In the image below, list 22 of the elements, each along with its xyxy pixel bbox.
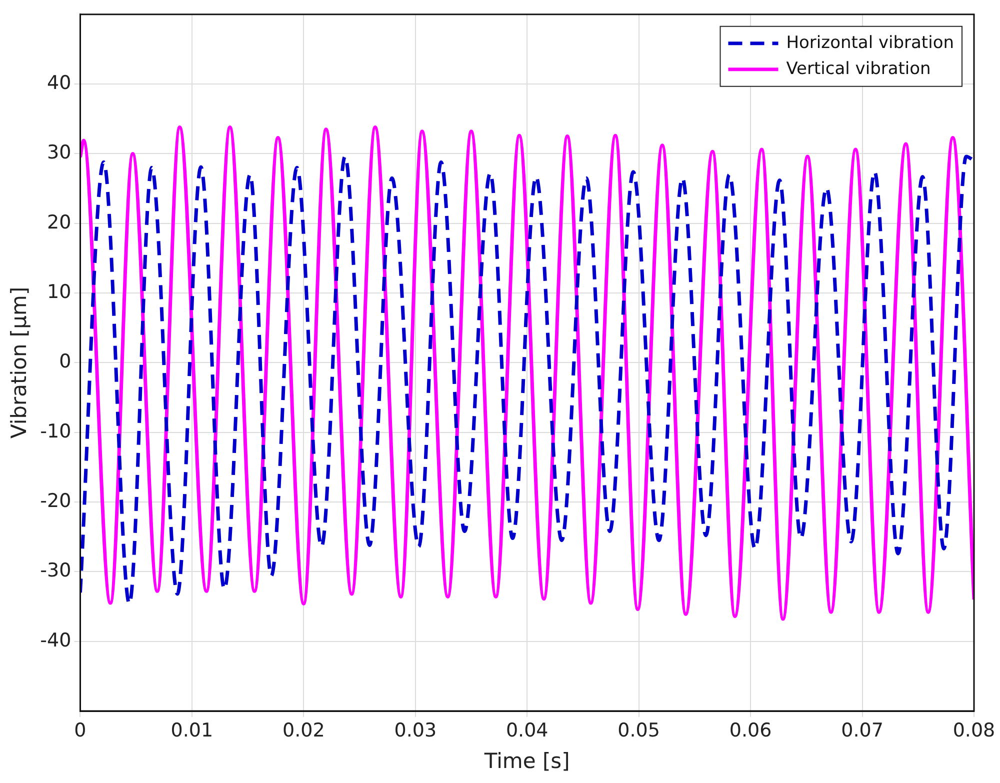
x-tick-label: 0 (74, 719, 86, 742)
x-tick-label: 0.07 (841, 719, 884, 742)
y-tick-label: -20 (40, 490, 72, 512)
legend-label: Vertical vibration (786, 58, 931, 79)
y-axis-title: Vibration [µm] (7, 286, 32, 439)
legend-label: Horizontal vibration (786, 32, 954, 53)
x-tick-label: 0.02 (282, 719, 325, 742)
x-tick-label: 0.04 (506, 719, 548, 742)
x-axis-title: Time [s] (483, 748, 570, 773)
y-tick-label: 0 (59, 350, 72, 373)
y-tick-label: -40 (40, 629, 72, 652)
x-tick-label: 0.05 (618, 719, 660, 742)
x-tick-label: 0.08 (952, 719, 996, 742)
y-tick-label: 30 (47, 142, 72, 164)
x-tick-label: 0.03 (394, 719, 437, 742)
x-tick-label: 0.01 (170, 719, 214, 742)
y-tick-label: 20 (47, 211, 72, 234)
y-tick-label: -10 (40, 420, 72, 442)
y-tick-label: 10 (47, 280, 72, 303)
y-tick-label: 40 (47, 72, 72, 94)
x-tick-label: 0.06 (729, 719, 772, 742)
y-tick-label: -30 (40, 560, 72, 582)
